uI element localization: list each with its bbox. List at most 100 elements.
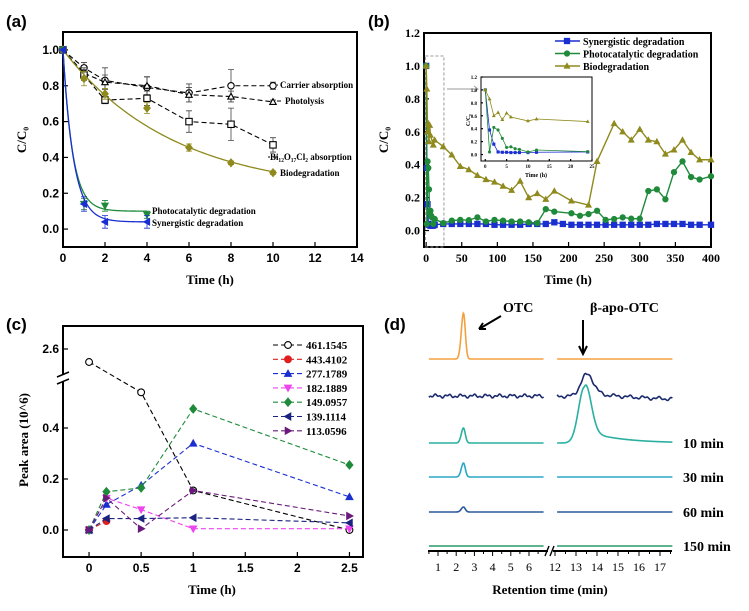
b-series-0-marker [610, 221, 618, 228]
a-x-tick-label: 6 [186, 251, 193, 265]
b-series-2-marker [707, 156, 715, 163]
a-xlabel: Time (h) [186, 272, 234, 287]
a-x-tick-label: 14 [350, 251, 364, 265]
b-series-1-marker [425, 186, 433, 193]
b-series-0-marker [645, 221, 652, 228]
c-series-6-marker [103, 493, 111, 503]
d-annotation-beta-apo-otc: β-apo-OTC [590, 301, 659, 316]
b-inset-y-tick-label: 0.8 [471, 102, 478, 107]
a-series-5-marker [142, 217, 151, 227]
c-series-6-line [88, 489, 350, 531]
b-legend-label: Biodegradation [583, 62, 650, 73]
d-otc-arrow [478, 315, 502, 330]
c-x-tick-label: 2.5 [341, 561, 358, 575]
b-series-1-marker [440, 219, 447, 227]
c-legend-marker [284, 355, 292, 364]
c-series-3-line [88, 497, 350, 531]
b-series-2-marker [508, 186, 516, 193]
b-series-1-marker [425, 164, 432, 172]
b-series-0-marker [670, 220, 678, 228]
c-series-5-marker [101, 514, 110, 523]
a-series-1-marker [142, 81, 152, 89]
c-series-0-marker [85, 358, 93, 366]
c-series-4-marker [345, 460, 354, 470]
b-series-1-marker [636, 215, 643, 222]
d-x-tick-label: 14 [591, 560, 603, 574]
b-series-2-marker [516, 177, 524, 184]
a-series-label: Photocatalytic degradation [152, 206, 256, 216]
a-series-0-line [62, 49, 273, 94]
a-series-label: Bi₁₂O₁₇Cl₂ absorption [270, 152, 352, 162]
c-y-tick-label: 0.0 [42, 523, 59, 537]
d-trace-2-segment-1 [557, 384, 673, 444]
b-series-1-marker [534, 219, 541, 227]
b-series-1-marker [670, 168, 678, 176]
b-inset-series-1-marker [534, 148, 539, 152]
b-x-tick-label: 350 [666, 251, 684, 265]
b-legend-label: Photocatalytic degradation [583, 50, 699, 61]
a-y-tick-label: 0.4 [42, 150, 59, 164]
b-inset-series-1-marker [487, 150, 492, 154]
b-series-2-marker [465, 165, 473, 173]
b-series-2-marker [644, 136, 652, 143]
a-x-tick-label: 10 [266, 251, 280, 265]
b-x-tick-label: 400 [702, 251, 720, 265]
b-series-1-marker [465, 217, 473, 224]
b-x-tick-label: 300 [631, 251, 649, 265]
b-inset-series-0-marker [492, 142, 496, 146]
b-inset-series-2-marker [585, 119, 590, 123]
b-series-1-marker [431, 215, 438, 223]
b-series-1-marker [628, 215, 635, 222]
b-y-tick-label: 1.0 [405, 59, 420, 73]
b-inset-series-2-marker [483, 87, 488, 92]
c-series-3-marker [345, 525, 354, 534]
b-series-2-marker [424, 128, 432, 135]
b-series-1-marker [707, 173, 715, 180]
c-legend-label: 182.1889 [306, 383, 348, 395]
c-series-2-marker [188, 438, 198, 447]
c-x-tick-label: 2 [294, 561, 301, 575]
b-y-tick-label: 0.8 [405, 92, 420, 106]
b-inset-x-tick-label: 15 [547, 165, 553, 170]
c-series-5-marker [136, 514, 145, 523]
b-series-1-marker [491, 216, 498, 223]
c-legend-marker [283, 384, 293, 393]
b-inset-y-tick-label: 0.6 [471, 115, 478, 120]
b-inset-x-tick-label: 20 [568, 165, 574, 170]
c-y-tick-label: 0.2 [42, 472, 59, 486]
c-series-2-line [88, 442, 350, 531]
c-series-6-marker [85, 525, 94, 535]
d-x-tick-label: 16 [633, 560, 645, 574]
c-legend-label: 443.4102 [306, 354, 348, 366]
b-plot-frame [423, 32, 712, 248]
b-series-1-marker [576, 212, 584, 219]
a-series-3-marker [269, 167, 277, 178]
b-series-2-marker [610, 119, 618, 127]
b-series-2-marker [482, 175, 490, 183]
b-series-2-marker [490, 178, 499, 185]
b-series-1-marker [585, 210, 592, 218]
b-series-1-marker [427, 207, 434, 214]
b-series-1-marker [687, 173, 695, 181]
b-series-2-marker [687, 148, 695, 155]
c-plot-frame [62, 325, 364, 558]
b-series-1-marker [424, 158, 431, 165]
b-inset-series-2-marker [534, 116, 539, 121]
a-series-4-marker [142, 211, 152, 220]
b-series-2-marker [619, 128, 627, 135]
c-x-tick-label: 0.5 [133, 561, 150, 575]
a-series-3-marker [227, 158, 235, 168]
d-x-tick-label: 5 [508, 560, 514, 574]
c-legend-marker [283, 369, 293, 377]
b-legend-marker [563, 62, 571, 69]
b-inset-arrow [447, 85, 479, 93]
b-inset-series-2-marker [504, 111, 509, 115]
b-y-tick-label: 0.0 [405, 224, 420, 238]
b-series-0-marker [576, 221, 584, 228]
b-inset-xlabel: Time (h) [525, 172, 547, 179]
c-legend-marker [283, 412, 292, 421]
d-xlabel: Retention time (min) [492, 582, 608, 597]
b-series-2-marker [422, 62, 430, 69]
b-series-1-marker [679, 158, 686, 165]
b-legend-marker [563, 37, 571, 45]
